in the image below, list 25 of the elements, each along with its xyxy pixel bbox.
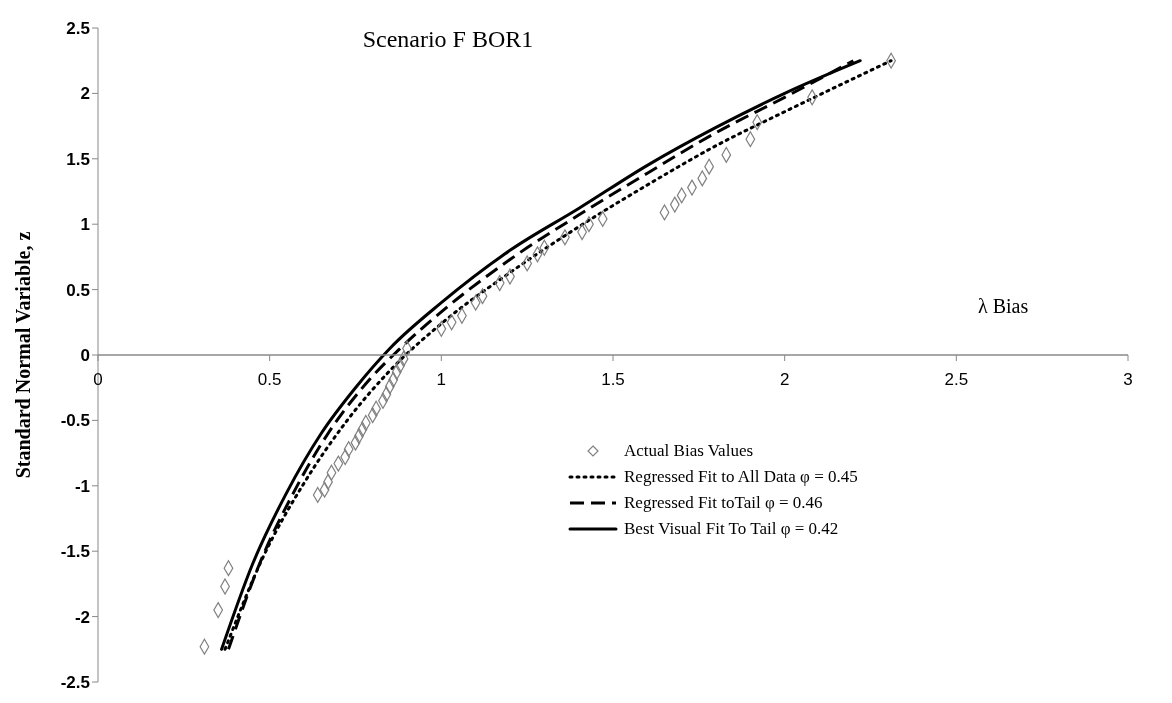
y-tick-label: -1.5 xyxy=(60,542,90,562)
x-axis-title: λ Bias xyxy=(978,295,1029,318)
x-tick-label: 2 xyxy=(779,370,790,389)
y-tick-label: -2.5 xyxy=(60,673,90,693)
legend-label: Actual Bias Values xyxy=(624,441,754,461)
y-tick-label: 2 xyxy=(80,84,90,104)
x-tick-label: 1.5 xyxy=(601,370,625,389)
x-tick-label: 2.5 xyxy=(944,370,969,389)
legend-label: Regressed Fit toTail φ = 0.46 xyxy=(624,493,823,513)
y-axis-title: Standard Normal Variable, z xyxy=(12,231,35,479)
x-tick-label: 1 xyxy=(436,370,447,389)
y-tick-label: 0 xyxy=(80,346,90,366)
y-tick-label: -1 xyxy=(74,476,90,496)
y-tick-label: -0.5 xyxy=(60,411,90,431)
x-tick-label: 3 xyxy=(1123,370,1133,389)
x-tick-label: 0 xyxy=(93,370,103,389)
legend-label: Regressed Fit to All Data φ = 0.45 xyxy=(624,467,858,487)
y-tick-label: 2.5 xyxy=(66,19,90,39)
x-tick-label: 0.5 xyxy=(257,370,282,389)
y-tick-label: -2 xyxy=(74,607,90,627)
y-tick-label: 1.5 xyxy=(66,149,90,169)
legend-label: Best Visual Fit To Tail φ = 0.42 xyxy=(624,519,839,539)
chart-title: Scenario F BOR1 xyxy=(361,26,535,53)
y-tick-label: 0.5 xyxy=(66,280,90,300)
y-tick-label: 1 xyxy=(80,215,90,235)
